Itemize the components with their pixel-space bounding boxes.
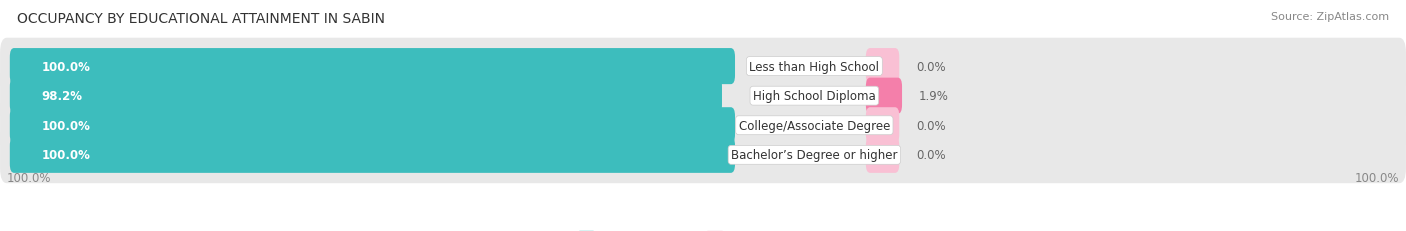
FancyBboxPatch shape: [866, 108, 900, 144]
Text: 0.0%: 0.0%: [915, 60, 946, 73]
FancyBboxPatch shape: [10, 49, 735, 85]
Text: 100.0%: 100.0%: [1354, 172, 1399, 185]
FancyBboxPatch shape: [0, 127, 1406, 183]
Text: Source: ZipAtlas.com: Source: ZipAtlas.com: [1271, 12, 1389, 21]
Text: OCCUPANCY BY EDUCATIONAL ATTAINMENT IN SABIN: OCCUPANCY BY EDUCATIONAL ATTAINMENT IN S…: [17, 12, 385, 25]
FancyBboxPatch shape: [866, 78, 903, 114]
FancyBboxPatch shape: [0, 39, 1406, 95]
Text: College/Associate Degree: College/Associate Degree: [738, 119, 890, 132]
Text: 100.0%: 100.0%: [42, 60, 91, 73]
FancyBboxPatch shape: [866, 137, 900, 173]
Legend: Owner-occupied, Renter-occupied: Owner-occupied, Renter-occupied: [574, 226, 832, 231]
FancyBboxPatch shape: [10, 78, 723, 114]
Text: 0.0%: 0.0%: [915, 149, 946, 162]
FancyBboxPatch shape: [0, 68, 1406, 125]
Text: Less than High School: Less than High School: [749, 60, 879, 73]
Text: 98.2%: 98.2%: [42, 90, 83, 103]
FancyBboxPatch shape: [866, 49, 900, 85]
Text: High School Diploma: High School Diploma: [754, 90, 876, 103]
Text: 0.0%: 0.0%: [915, 119, 946, 132]
Text: 100.0%: 100.0%: [42, 119, 91, 132]
Text: 100.0%: 100.0%: [42, 149, 91, 162]
FancyBboxPatch shape: [0, 97, 1406, 154]
Text: 100.0%: 100.0%: [7, 172, 52, 185]
FancyBboxPatch shape: [10, 137, 735, 173]
Text: Bachelor’s Degree or higher: Bachelor’s Degree or higher: [731, 149, 897, 162]
FancyBboxPatch shape: [10, 108, 735, 144]
Text: 1.9%: 1.9%: [918, 90, 949, 103]
